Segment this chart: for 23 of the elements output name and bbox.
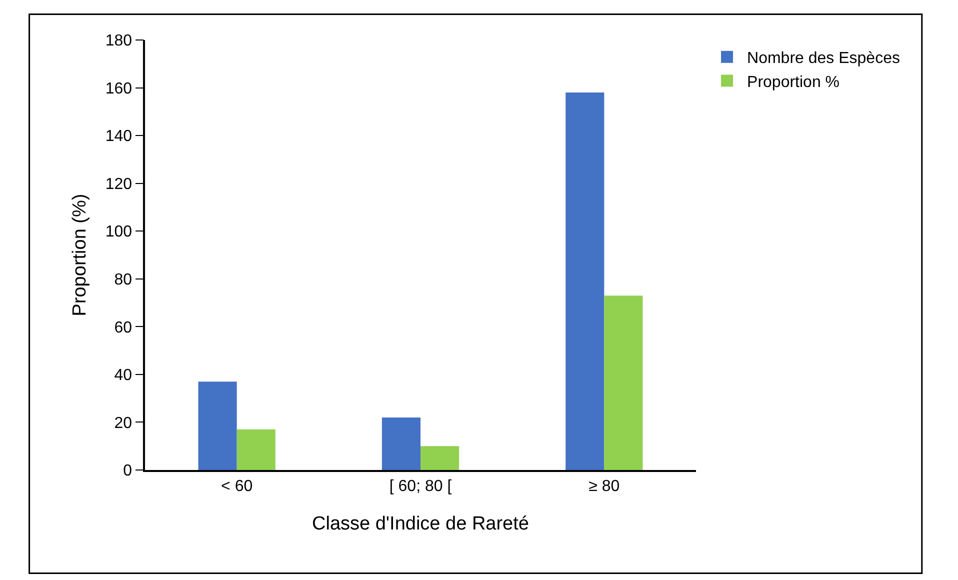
x-axis-title: Classe d'Indice de Rareté [312, 513, 529, 534]
y-tick-label: 40 [114, 367, 132, 384]
y-tick-label: 60 [114, 319, 132, 336]
y-tick-label: 120 [105, 176, 132, 193]
x-tick-label: ≥ 80 [588, 478, 620, 495]
y-tick-label: 160 [105, 80, 132, 98]
bar [420, 446, 460, 470]
y-tick-label: 140 [105, 128, 132, 146]
bar [604, 296, 643, 470]
bar [198, 382, 237, 470]
bar [566, 92, 604, 470]
y-tick-label: 100 [105, 224, 132, 241]
y-tick-label: 20 [114, 414, 132, 432]
bar [236, 429, 276, 470]
y-tick-label: 180 [105, 32, 132, 50]
bar [382, 417, 420, 470]
legend-label: Nombre des Espèces [747, 50, 900, 68]
y-axis-title: Proportion (%) [70, 194, 91, 316]
y-tick-label: 0 [123, 462, 132, 480]
y-tick-label: 80 [114, 271, 132, 288]
x-tick-label: [ 60; 80 [ [389, 478, 452, 495]
x-tick-label: < 60 [221, 478, 253, 495]
legend-label: Proportion % [747, 74, 840, 91]
